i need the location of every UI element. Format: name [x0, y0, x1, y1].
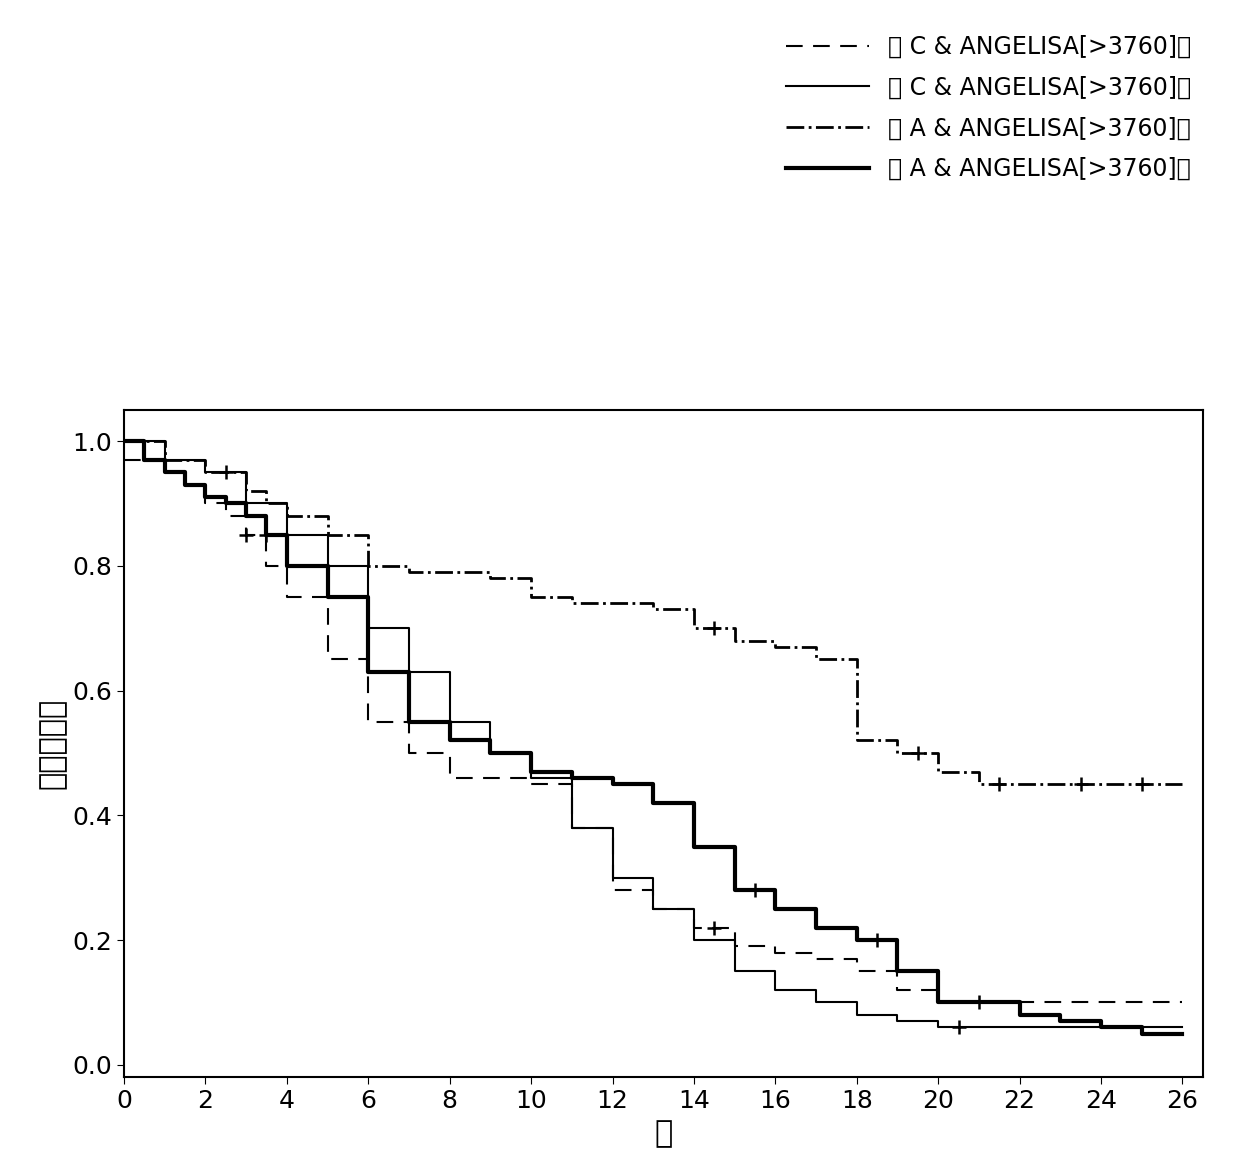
X-axis label: 月: 月: [655, 1118, 672, 1148]
Legend: 组 C & ANGELISA[>3760]低, 组 C & ANGELISA[>3760]高, 组 A & ANGELISA[>3760]低, 组 A & AN: 组 C & ANGELISA[>3760]低, 组 C & ANGELISA[>…: [786, 35, 1190, 180]
Y-axis label: 存活期群体: 存活期群体: [37, 698, 67, 789]
